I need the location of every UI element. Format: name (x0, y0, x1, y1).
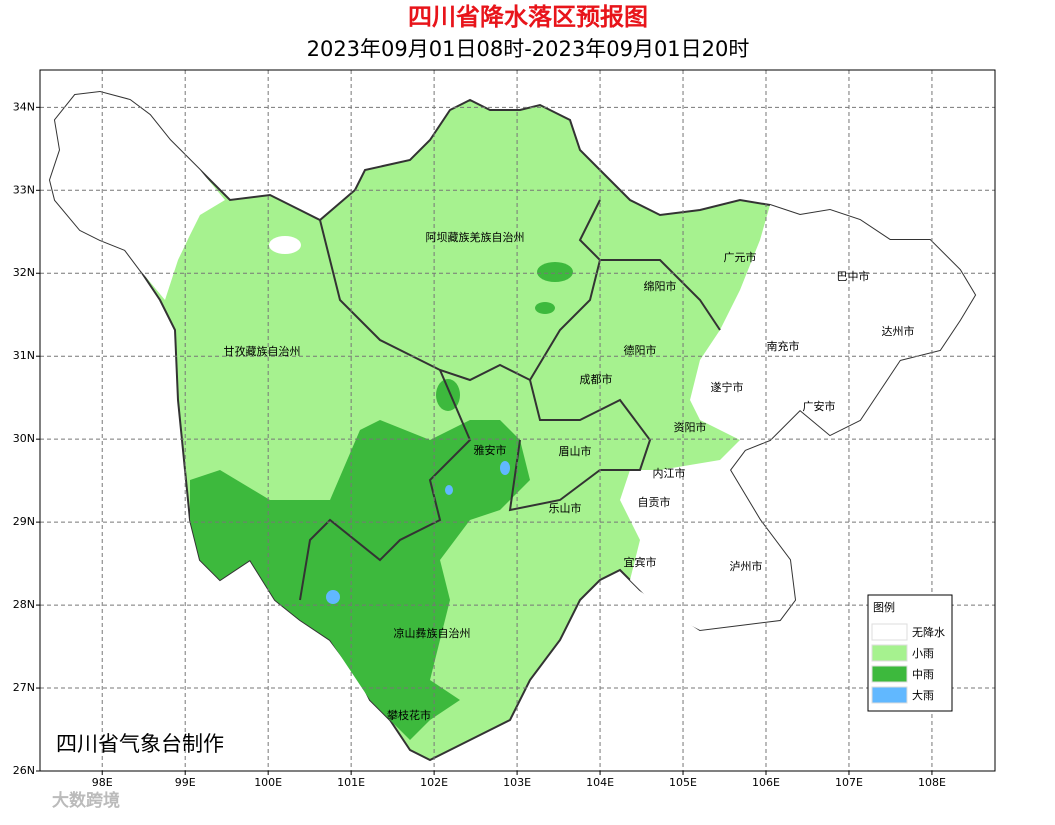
moderate-rain-spot (537, 262, 573, 282)
title: 四川省降水落区预报图 (408, 3, 648, 31)
legend-label: 小雨 (912, 647, 934, 660)
legend-swatch (871, 623, 908, 641)
region-label: 雅安市 (474, 443, 507, 457)
heavy-rain-spot (500, 461, 510, 475)
region-label: 广安市 (803, 399, 836, 413)
region-label: 巴中市 (837, 269, 870, 283)
y-tick-label: 31N (13, 349, 35, 362)
legend-swatch (871, 644, 908, 662)
region-label: 凉山彝族自治州 (394, 626, 471, 640)
region-label: 广元市 (724, 250, 757, 264)
region-label: 宜宾市 (624, 555, 657, 569)
region-label: 眉山市 (559, 444, 592, 458)
map (40, 70, 995, 772)
legend-swatch (871, 686, 908, 704)
y-tick-label: 34N (13, 100, 35, 113)
region-label: 资阳市 (674, 420, 707, 434)
heavy-rain-spot (326, 590, 340, 604)
region-label: 内江市 (653, 466, 686, 480)
region-label: 成都市 (580, 372, 613, 386)
x-tick-label: 102E (420, 776, 448, 789)
region-label: 达州市 (882, 324, 915, 338)
x-tick-label: 105E (669, 776, 697, 789)
boundary (600, 259, 721, 331)
watermark: 大数跨境 (52, 790, 120, 811)
boundary (319, 199, 602, 382)
region-label: 自贡市 (638, 495, 671, 509)
legend-label: 无降水 (912, 625, 945, 639)
no-rain-east (620, 205, 975, 630)
legend-label: 大雨 (912, 688, 934, 702)
y-tick-label: 32N (13, 266, 35, 279)
x-tick-label: 98E (92, 776, 113, 789)
moderate-rain-spot (535, 302, 555, 314)
region-label: 南充市 (767, 339, 800, 353)
legend-label: 中雨 (912, 668, 934, 681)
region-label: 泸州市 (730, 559, 763, 573)
x-tick-label: 101E (337, 776, 365, 789)
x-tick-label: 100E (254, 776, 282, 789)
x-tick-label: 104E (586, 776, 614, 789)
no-rain-spot (269, 236, 301, 254)
x-tick-label: 106E (752, 776, 780, 789)
x-tick-label: 99E (175, 776, 196, 789)
y-tick-label: 30N (13, 432, 35, 445)
moderate-rain-area (190, 420, 530, 740)
no-rain-northwest (50, 92, 225, 300)
y-tick-label: 29N (13, 515, 35, 528)
region-label: 绵阳市 (644, 279, 677, 293)
legend-swatch (871, 665, 908, 683)
boundary (299, 369, 472, 601)
region-label: 甘孜藏族自治州 (224, 344, 301, 358)
heavy-rain-spot (445, 485, 453, 495)
subtitle: 2023年09月01日08时-2023年09月01日20时 (307, 37, 750, 61)
y-tick-label: 28N (13, 598, 35, 611)
x-tick-label: 108E (918, 776, 946, 789)
x-tick-label: 107E (835, 776, 863, 789)
region-label: 阿坝藏族羌族自治州 (426, 230, 525, 244)
legend-title: 图例 (873, 600, 895, 614)
y-tick-label: 33N (13, 183, 35, 196)
boundary (508, 379, 652, 512)
region-label: 德阳市 (624, 343, 657, 357)
region-label: 攀枝花市 (387, 708, 431, 722)
region-label: 乐山市 (549, 501, 582, 515)
region-label: 遂宁市 (711, 380, 744, 394)
y-tick-label: 26N (13, 764, 35, 777)
x-tick-label: 103E (503, 776, 531, 789)
credit: 四川省气象台制作 (56, 732, 224, 756)
y-tick-label: 27N (13, 681, 35, 694)
